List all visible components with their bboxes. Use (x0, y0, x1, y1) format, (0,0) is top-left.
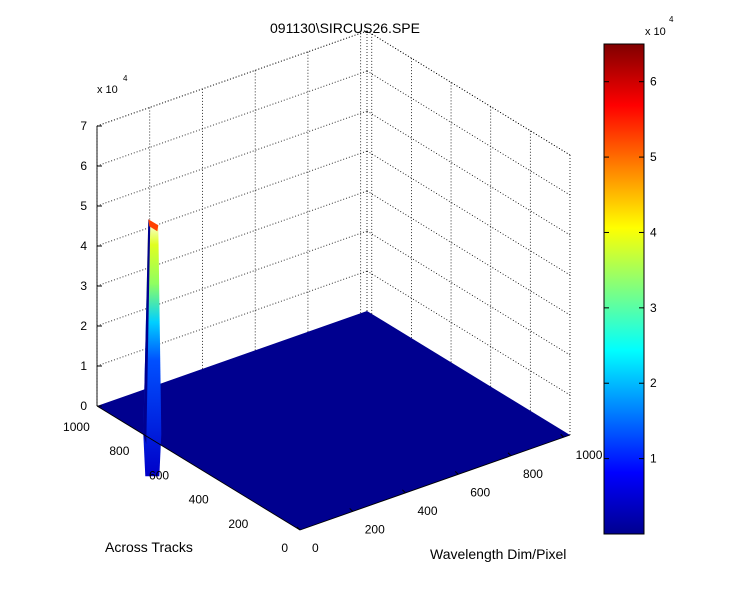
z-gridline (96, 70, 368, 167)
colorbar-tick-label: 2 (650, 376, 657, 390)
colorbar-tick-label: 6 (650, 75, 657, 89)
x-tick (560, 433, 565, 438)
z-gridline (366, 270, 571, 396)
x-axis-label: Wavelength Dim/Pixel (430, 546, 566, 562)
z-tick-label: 1 (80, 359, 87, 373)
z-gridline (96, 230, 368, 327)
x-tick-label: 800 (523, 467, 543, 481)
peak-tip (148, 219, 159, 232)
colorbar-tick-label: 3 (650, 301, 657, 315)
z-gridline (366, 30, 571, 156)
y-tick-labels: 0 200 400 600 800 1000 (63, 420, 288, 555)
x-axis-line (299, 434, 571, 531)
z-gridline (366, 190, 571, 316)
surface-peak (143, 219, 162, 477)
x-tick-label: 400 (417, 504, 437, 518)
x-tick-label: 600 (470, 485, 490, 499)
z-gridline (366, 70, 571, 196)
y-tick-label: 0 (281, 541, 288, 555)
z-gridline (96, 30, 368, 127)
y-axis-label: Across Tracks (105, 539, 193, 555)
x-tick-label: 0 (312, 541, 319, 555)
x-tick-label: 1000 (576, 448, 603, 462)
colorbar-tick-label: 4 (650, 225, 657, 239)
z-gridline (366, 110, 571, 236)
colorbar-tick-label: 5 (650, 150, 657, 164)
z-exponent: 4 (123, 74, 128, 83)
z-gridline (96, 190, 368, 287)
z-tick-label: 7 (80, 119, 87, 133)
y-tick-label: 400 (189, 493, 209, 507)
box-edge (366, 30, 571, 156)
chart-title: 091130\SIRCUS26.SPE (270, 20, 420, 36)
z-tick-label: 3 (80, 279, 87, 293)
y-tick-label: 1000 (63, 420, 90, 434)
colorbar-tick-label: 1 (650, 452, 657, 466)
z-tick-label: 0 (80, 399, 87, 413)
z-gridline (366, 150, 571, 276)
z-gridline (96, 150, 368, 247)
y-tick-label: 800 (109, 444, 129, 458)
z-multiplier: x 10 (97, 84, 118, 96)
y-tick-label: 200 (228, 517, 248, 531)
z-tick-label: 2 (80, 319, 87, 333)
colorbar-ticks: 1 2 3 4 5 6 (604, 75, 657, 466)
x-tick (402, 489, 406, 494)
z-tick-label: 4 (80, 239, 87, 253)
x-tick-label: 200 (365, 522, 385, 536)
y-tick-label: 600 (149, 468, 169, 482)
gridlines (96, 30, 571, 411)
z-tick-label: 5 (80, 199, 87, 213)
x-tick (454, 470, 459, 475)
x-tick (507, 452, 512, 457)
x-tick (296, 526, 301, 531)
z-gridline (96, 110, 368, 207)
x-tick (349, 508, 354, 512)
z-gridline (366, 230, 571, 356)
z-tick-labels: 0 1 2 3 4 5 6 7 (80, 119, 102, 413)
peak-shadow (143, 219, 151, 445)
y-axis-line (96, 405, 301, 531)
surface-floor (97, 311, 570, 530)
colorbar (603, 43, 645, 535)
axis-lines (96, 126, 571, 531)
colorbar-multiplier: x 10 (645, 26, 666, 38)
z-tick-label: 6 (80, 159, 87, 173)
x-tick-labels: 0 200 400 600 800 1000 (296, 433, 603, 555)
colorbar-exponent: 4 (669, 15, 674, 24)
